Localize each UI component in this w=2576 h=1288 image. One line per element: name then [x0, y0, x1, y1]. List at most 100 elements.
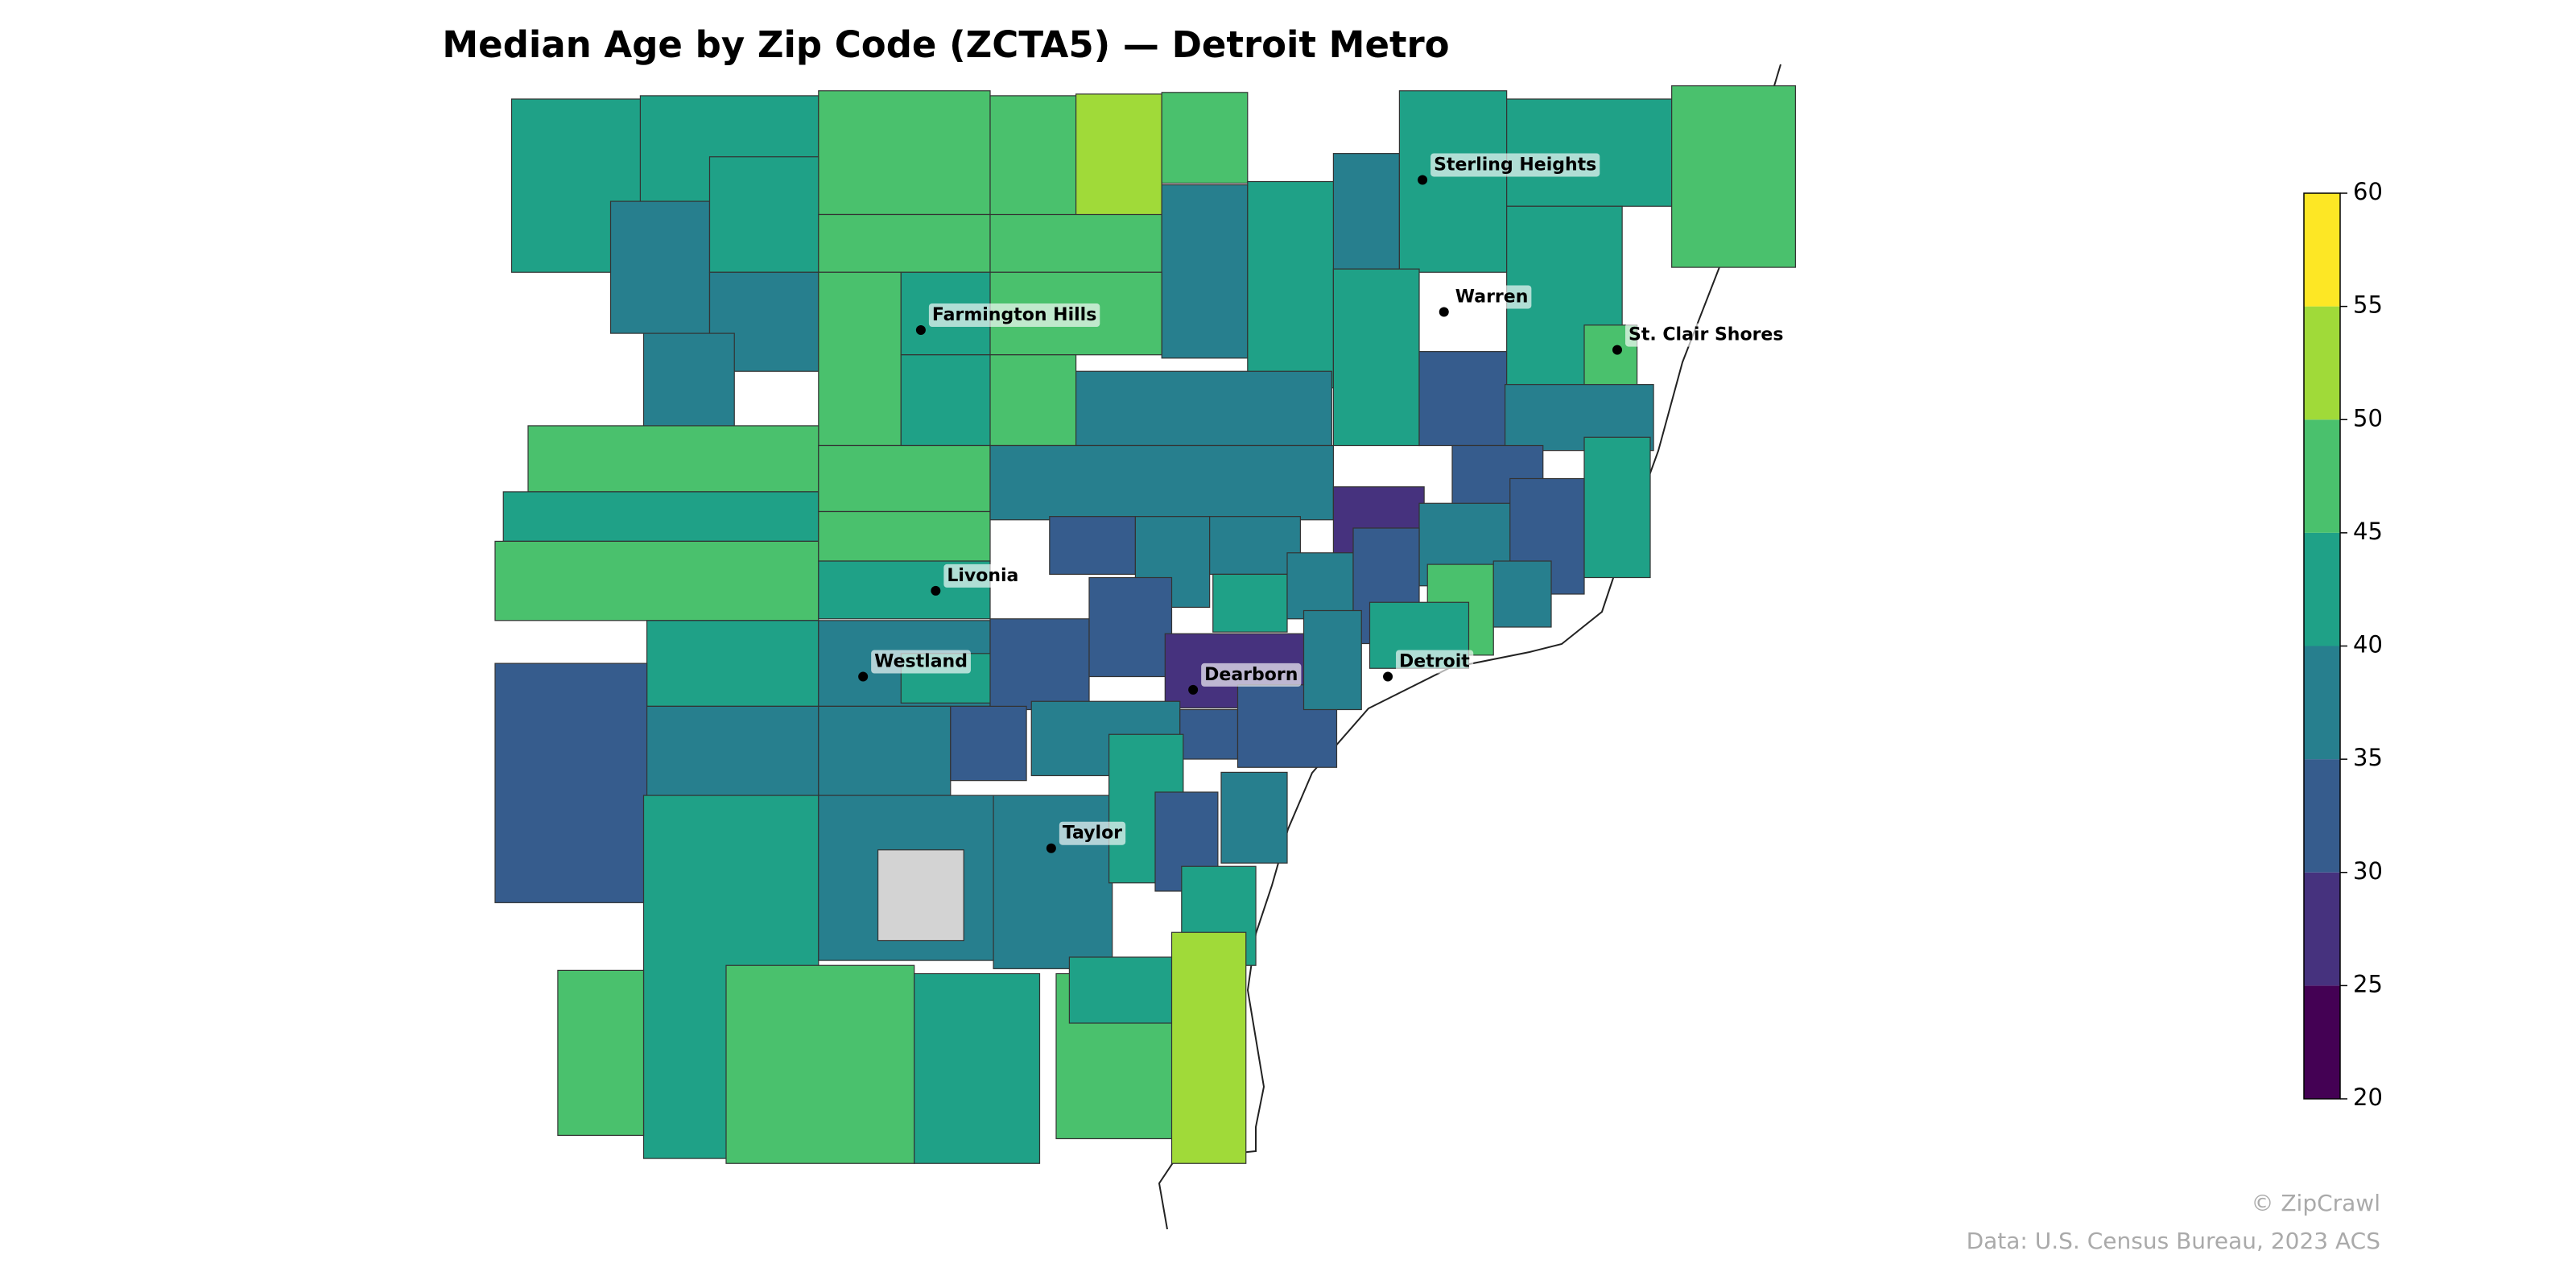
- colorbar-bin: [2304, 985, 2340, 1099]
- zip-region: [1170, 931, 1247, 1164]
- city-dot: [1418, 175, 1428, 185]
- zip-region: [642, 332, 735, 433]
- zip-region: [818, 90, 991, 216]
- colorbar-tick-label: 55: [2353, 291, 2383, 319]
- city-label-bg: [928, 303, 1100, 327]
- zip-region: [818, 213, 991, 273]
- city-label-bg: [1201, 663, 1302, 687]
- zip-region: [989, 213, 1162, 273]
- city-dot: [1383, 671, 1393, 682]
- zip-region: [1506, 98, 1673, 207]
- zip-region: [1088, 576, 1173, 678]
- zip-region: [1075, 370, 1332, 447]
- colorbar-bin: [2304, 306, 2340, 420]
- city-dot: [858, 671, 869, 682]
- colorbar-tick-label: 45: [2353, 518, 2383, 545]
- colorbar-bin: [2304, 872, 2340, 986]
- city-label: Taylor: [1063, 824, 1122, 844]
- city-label-bg: [943, 564, 1022, 588]
- zip-region: [557, 969, 645, 1137]
- zip-region: [1179, 708, 1239, 760]
- zip-region: [646, 620, 819, 707]
- city-dot: [1188, 684, 1199, 695]
- chart-title: Median Age by Zip Code (ZCTA5) — Detroit…: [442, 23, 1449, 66]
- zip-region: [989, 354, 1077, 447]
- zip-region: [1302, 609, 1362, 711]
- zip-region: [609, 200, 711, 334]
- regions: [494, 85, 1796, 1164]
- zip-region: [818, 444, 991, 513]
- zip-region: [1583, 436, 1651, 579]
- colorbar-bin: [2304, 646, 2340, 760]
- zip-region: [1075, 93, 1162, 219]
- city-label: Sterling Heights: [1434, 155, 1596, 175]
- source: Data: U.S. Census Bureau, 2023 ACS: [1967, 1228, 2380, 1254]
- city-label: Warren: [1455, 287, 1529, 307]
- zip-region: [1286, 552, 1354, 620]
- city-label: Detroit: [1399, 652, 1470, 672]
- zip-region: [1161, 184, 1249, 359]
- colorbar-tick-label: 25: [2353, 970, 2383, 997]
- colorbar-tick-label: 50: [2353, 404, 2383, 431]
- zip-region: [950, 705, 1027, 782]
- zip-region: [1049, 516, 1137, 576]
- zip-region: [1332, 268, 1420, 447]
- zip-region: [494, 540, 819, 621]
- city-label: Farmington Hills: [932, 305, 1096, 325]
- colorbar: 20 25 30 35 40 45 50 55 60: [2303, 178, 2383, 1111]
- colorbar-tick-label: 35: [2353, 744, 2383, 771]
- city-dot: [915, 325, 926, 335]
- colorbar-bin: [2304, 759, 2340, 873]
- colorbar-tick-label: 20: [2353, 1084, 2383, 1111]
- zip-region: [993, 795, 1113, 969]
- colorbar-bin: [2304, 532, 2340, 646]
- zip-region: [1492, 560, 1552, 628]
- zip-region: [527, 425, 819, 493]
- city-label-bg: [1430, 153, 1600, 177]
- city-label: Dearborn: [1204, 665, 1298, 685]
- colorbar-tick-label: 60: [2353, 178, 2383, 205]
- zip-region: [1220, 771, 1288, 864]
- city-label: Livonia: [947, 566, 1018, 586]
- city-label: Westland: [874, 652, 968, 672]
- zip-region: [1209, 516, 1302, 576]
- city-dot: [931, 585, 941, 596]
- zip-region: [1418, 351, 1511, 447]
- zip-region: [914, 972, 1041, 1164]
- city-dot: [1439, 307, 1449, 317]
- city-label-bg: [1396, 650, 1474, 674]
- zip-region: [1398, 90, 1508, 273]
- city-dot: [1612, 345, 1622, 355]
- colorbar-bin: [2304, 193, 2340, 307]
- cities: Sterling Heights Farmington Hills Warren St…: [858, 153, 1787, 853]
- colorbar-tick-label: 40: [2353, 631, 2383, 658]
- zip-region: [818, 705, 952, 798]
- zip-region: [818, 510, 991, 562]
- zip-region: [1212, 573, 1288, 633]
- city-label-bg: [1451, 285, 1532, 309]
- zip-region: [900, 354, 993, 447]
- city-label-bg: [1625, 323, 1787, 347]
- zip-region: [708, 156, 819, 273]
- zip-region: [877, 849, 964, 942]
- credit: © ZipCrawl: [2251, 1190, 2380, 1216]
- zip-region: [646, 705, 819, 798]
- zip-region: [818, 271, 902, 447]
- city-dot: [1046, 843, 1056, 853]
- colorbar-bin: [2304, 419, 2340, 533]
- zip-region: [1332, 153, 1401, 270]
- zip-region: [989, 444, 1334, 521]
- zip-region: [494, 663, 648, 903]
- zip-region: [1161, 92, 1249, 184]
- city-label-bg: [871, 650, 971, 674]
- colorbar-tick-label: 30: [2353, 857, 2383, 885]
- zip-region: [989, 95, 1077, 221]
- zip-region: [1247, 180, 1335, 389]
- city-label-bg: [1059, 821, 1126, 845]
- zip-region: [1671, 85, 1796, 268]
- zip-region: [502, 491, 819, 543]
- zip-region: [725, 964, 915, 1164]
- zip-region: [989, 618, 1090, 711]
